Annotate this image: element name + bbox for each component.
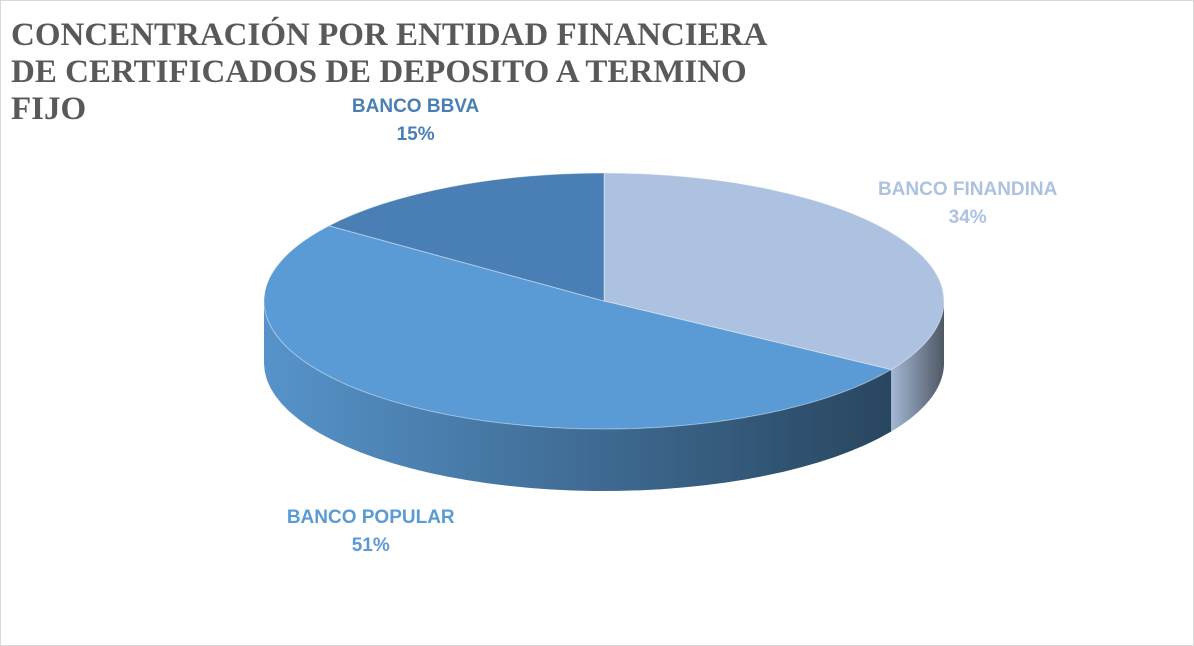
data-label-name: BANCO POPULAR <box>287 507 455 528</box>
pie-side-shade <box>264 301 892 491</box>
pie-slice <box>603 172 945 371</box>
data-label-name: BANCO BBVA <box>352 96 480 117</box>
pie-side-shade <box>891 301 944 432</box>
pie-slice <box>263 225 893 430</box>
data-label-value: 51% <box>352 535 390 556</box>
data-label-value: 15% <box>397 124 435 145</box>
data-label-name: BANCO FINANDINA <box>878 179 1058 200</box>
chart-title: CONCENTRACIÓN POR ENTIDAD FINANCIERA DE … <box>11 17 766 127</box>
data-label-value: 34% <box>949 207 987 228</box>
pie-slice <box>327 172 605 302</box>
